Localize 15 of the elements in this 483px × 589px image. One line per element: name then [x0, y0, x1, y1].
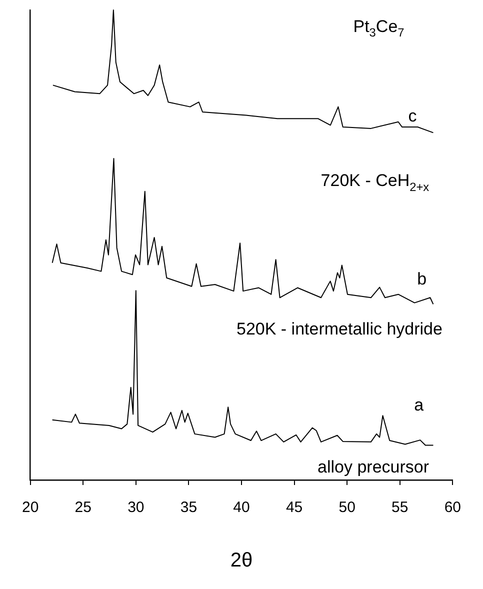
x-tick-label: 30	[128, 499, 144, 516]
x-tick-label: 60	[444, 499, 461, 516]
annotation: 520K - intermetallic hydride	[236, 319, 442, 338]
x-tick-label: 40	[233, 499, 250, 516]
x-tick-label: 35	[180, 499, 198, 516]
x-axis-title: 2θ	[230, 550, 253, 572]
annotation: b	[417, 269, 427, 288]
annotation: c	[408, 106, 418, 126]
annotation: a	[414, 395, 424, 414]
x-tick-label: 50	[338, 499, 356, 516]
x-tick-label: 20	[22, 499, 39, 516]
x-tick-label: 55	[392, 499, 408, 516]
x-tick-label: 45	[286, 499, 303, 516]
x-tick-label: 25	[74, 499, 92, 516]
annotation: alloy precursor	[318, 457, 430, 476]
